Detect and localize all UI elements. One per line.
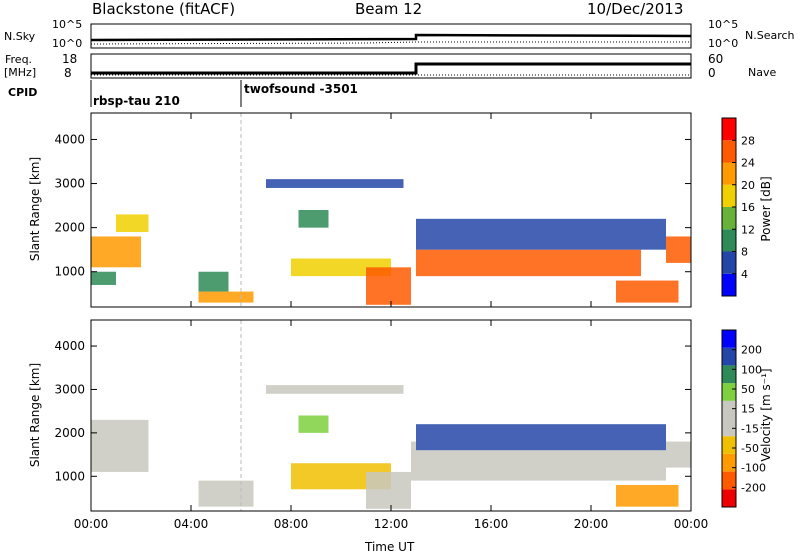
cpid-segment-2: twofsound -3501 <box>244 82 358 96</box>
velocity-colorbar-label-7: -200 <box>741 481 766 494</box>
velocity-colorbar-bin-2 <box>722 453 736 472</box>
noise-right-tick-top: 10^5 <box>708 18 739 31</box>
x-tick-label-0: 00:00 <box>74 517 109 531</box>
velocity-region-0 <box>91 419 149 472</box>
velocity-colorbar-frame <box>721 329 737 508</box>
nsky-trace <box>90 33 692 42</box>
velocity-colorbar-bin-4 <box>722 418 736 437</box>
power-region-2 <box>91 271 116 285</box>
velocity-region-6 <box>411 441 416 481</box>
velocity-ytick-label-3000: 3000 <box>54 382 85 396</box>
power-colorbar-label-6: 4 <box>741 268 748 281</box>
velocity-region-4 <box>298 415 329 433</box>
velocity-colorbar-label-3: 15 <box>741 403 755 416</box>
nsky-label: N.Sky <box>4 30 36 43</box>
nave-tick-bottom: 0 <box>708 66 716 80</box>
power-colorbar-label-3: 16 <box>741 201 755 214</box>
power-region-3 <box>198 291 254 303</box>
power-colorbar-bin-7 <box>722 118 736 141</box>
velocity-region-8 <box>416 424 666 451</box>
velocity-colorbar-bin-7 <box>722 365 736 384</box>
velocity-colorbar-bin-1 <box>722 471 736 490</box>
nave-tick-top: 60 <box>708 52 724 66</box>
power-colorbar-bin-3 <box>722 207 736 230</box>
freq-strip-frame <box>90 53 692 79</box>
power-colorbar-bin-0 <box>722 273 736 296</box>
power-colorbar-label-2: 20 <box>741 179 755 192</box>
power-ytick-label-1000: 1000 <box>54 265 85 279</box>
power-ytick-label-3000: 3000 <box>54 177 85 191</box>
velocity-colorbar-label-5: -50 <box>741 442 759 455</box>
velocity-colorbar-label-0: 200 <box>741 344 762 357</box>
velocity-colorbar-label-2: 50 <box>741 383 755 396</box>
velocity-ytick-label-4000: 4000 <box>54 339 85 353</box>
noise-right-tick-bottom: 10^0 <box>708 37 739 50</box>
velocity-region-9 <box>616 484 679 507</box>
power-colorbar-label-0: 28 <box>741 134 755 147</box>
power-colorbar-bin-2 <box>722 229 736 252</box>
x-tick-label-4: 16:00 <box>474 517 509 531</box>
nave-label: Nave <box>748 66 777 79</box>
velocity-region-7 <box>416 450 666 481</box>
velocity-region-5 <box>266 385 404 394</box>
date-title: 10/Dec/2013 <box>587 0 684 18</box>
velocity-colorbar-bin-3 <box>722 436 736 454</box>
velocity-ytick-label-1000: 1000 <box>54 469 85 483</box>
noise-left-tick-bottom: 10^0 <box>52 37 83 50</box>
x-tick-label-2: 08:00 <box>274 517 309 531</box>
freq-unit-label: [MHz] <box>4 66 37 79</box>
power-region-10 <box>416 218 666 250</box>
x-tick-label-1: 04:00 <box>174 517 209 531</box>
velocity-colorbar-bin-5 <box>722 400 736 419</box>
velocity-region-1 <box>198 480 254 507</box>
power-region-4 <box>198 271 229 292</box>
velocity-colorbar-label-4: -15 <box>741 422 759 435</box>
power-region-11 <box>616 280 679 303</box>
freq-label: Freq. <box>5 53 33 66</box>
velocity-colorbar-label-6: -100 <box>741 462 766 475</box>
power-colorbar-label-5: 8 <box>741 246 748 259</box>
x-axis-label: Time UT <box>365 540 415 554</box>
power-colorbar-label-4: 12 <box>741 223 755 236</box>
power-colorbar-bin-5 <box>722 162 736 185</box>
freq-tick-top: 18 <box>62 52 78 66</box>
x-tick-label-6: 00:00 <box>674 517 709 531</box>
power-region-8 <box>266 179 404 188</box>
cpid-label: CPID <box>8 86 38 99</box>
power-region-9 <box>416 249 641 277</box>
noise-left-tick-top: 10^5 <box>52 18 83 31</box>
nsearch-label: N.Search <box>745 29 795 42</box>
beam-title: Beam 12 <box>355 0 423 18</box>
freq-tick-bottom: 8 <box>64 66 72 80</box>
power-region-0 <box>91 236 141 268</box>
velocity-colorbar-bin-0 <box>722 489 736 507</box>
velocity-colorbar-label-1: 100 <box>741 363 762 376</box>
power-region-6 <box>366 267 411 305</box>
power-region-7 <box>298 210 329 228</box>
cpid-segment-1: rbsp-tau 210 <box>93 94 180 108</box>
power-ytick-label-4000: 4000 <box>54 132 85 146</box>
velocity-colorbar-bin-6 <box>722 383 736 401</box>
power-colorbar-bin-1 <box>722 251 736 274</box>
power-colorbar-label-1: 24 <box>741 157 755 170</box>
velocity-region-3 <box>366 471 411 509</box>
x-tick-label-3: 12:00 <box>374 517 409 531</box>
velocity-colorbar-bin-9 <box>722 330 736 348</box>
velocity-colorbar-bin-8 <box>722 347 736 366</box>
power-colorbar-bin-4 <box>722 184 736 207</box>
power-region-12 <box>666 236 691 263</box>
power-ytick-label-2000: 2000 <box>54 221 85 235</box>
x-tick-label-5: 20:00 <box>574 517 609 531</box>
power-region-1 <box>116 214 149 233</box>
velocity-region-10 <box>666 441 691 468</box>
nsearch-trace <box>90 41 691 45</box>
velocity-ytick-label-2000: 2000 <box>54 426 85 440</box>
power-colorbar-bin-6 <box>722 140 736 163</box>
station-title: Blackstone (fitACF) <box>92 0 236 18</box>
freq-trace <box>91 62 691 75</box>
